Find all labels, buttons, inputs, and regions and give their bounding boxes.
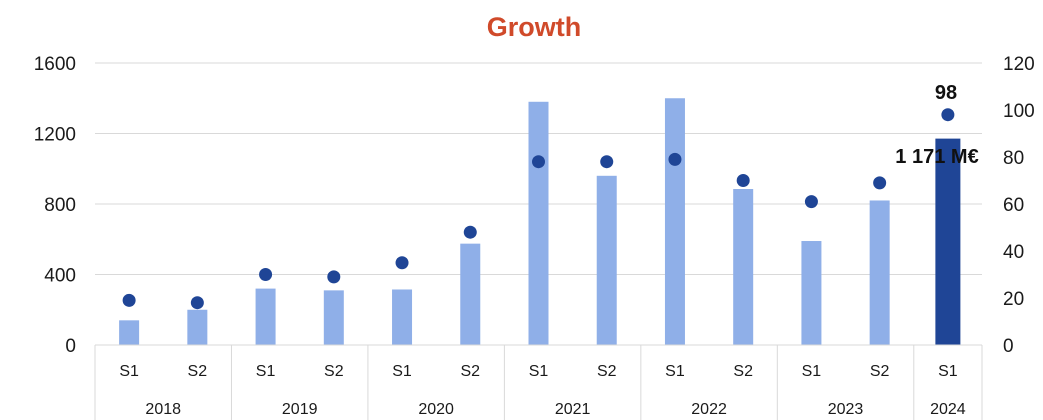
year-label: 2021 [555,401,591,418]
bar [664,98,685,345]
bar [187,309,208,345]
data-point [532,155,545,169]
data-point [190,296,204,310]
half-year-label: S2 [188,363,208,380]
data-point [122,293,136,307]
data-point [668,152,682,166]
bar [255,288,276,345]
left-tick-label: 400 [44,266,76,287]
data-point [873,176,887,190]
bar [869,200,890,345]
half-year-label: S1 [802,363,822,380]
bar [733,189,754,345]
data-point [395,256,409,270]
left-tick-label: 800 [44,195,76,216]
data-point [941,108,955,122]
point-series [122,108,955,310]
last-bar-label: 1 171 M€ [895,146,978,168]
bar [801,241,822,345]
half-year-label: S1 [256,363,276,380]
left-tick-label: 0 [65,336,76,357]
bar [323,290,344,345]
left-axis: 0 400 800 1200 1600 [34,54,76,357]
data-point [736,174,750,187]
data-point [259,268,273,281]
half-year-label: S2 [733,363,753,380]
bar [528,101,549,346]
right-tick-label: 0 [1003,336,1014,357]
right-tick-label: 100 [1003,101,1035,122]
data-point [600,155,614,169]
half-year-label: S2 [324,363,344,380]
right-tick-label: 120 [1003,54,1035,75]
callouts: 98 1 171 M€ [895,82,978,168]
right-axis: 0 20 40 60 80 100 120 [1003,54,1035,357]
last-point-label: 98 [935,82,957,104]
right-tick-label: 80 [1003,148,1024,169]
bar-series [119,98,961,346]
left-tick-label: 1200 [34,125,76,146]
bar [119,320,140,345]
data-point [804,195,818,209]
right-tick-label: 40 [1003,242,1024,263]
half-year-label: S1 [938,363,958,380]
bar [392,289,413,345]
category-axis: S1 S2 S1 S2 S1 S2 S1 S2 S1 S2 S1 S2 S1 2018 2019 2020 20… [94,344,983,420]
half-year-label: S1 [665,363,685,380]
half-year-label: S2 [460,363,480,380]
right-tick-label: 20 [1003,289,1024,310]
half-year-label: S2 [870,363,890,380]
bar [596,175,617,345]
data-point [463,225,477,239]
half-year-label: S2 [597,363,617,380]
year-label: 2018 [145,401,181,418]
year-label: 2024 [930,401,966,418]
year-label: 2019 [282,401,318,418]
half-year-label: S1 [392,363,412,380]
left-tick-label: 1600 [34,54,76,75]
half-year-label: S1 [529,363,549,380]
year-label: 2022 [691,401,727,418]
year-label: 2020 [418,401,454,418]
half-year-label: S1 [119,363,139,380]
bar [935,138,961,345]
chart-title: Growth [487,12,582,42]
year-label: 2023 [828,401,864,418]
bar [460,243,481,345]
data-point [327,270,341,284]
right-tick-label: 60 [1003,195,1024,216]
